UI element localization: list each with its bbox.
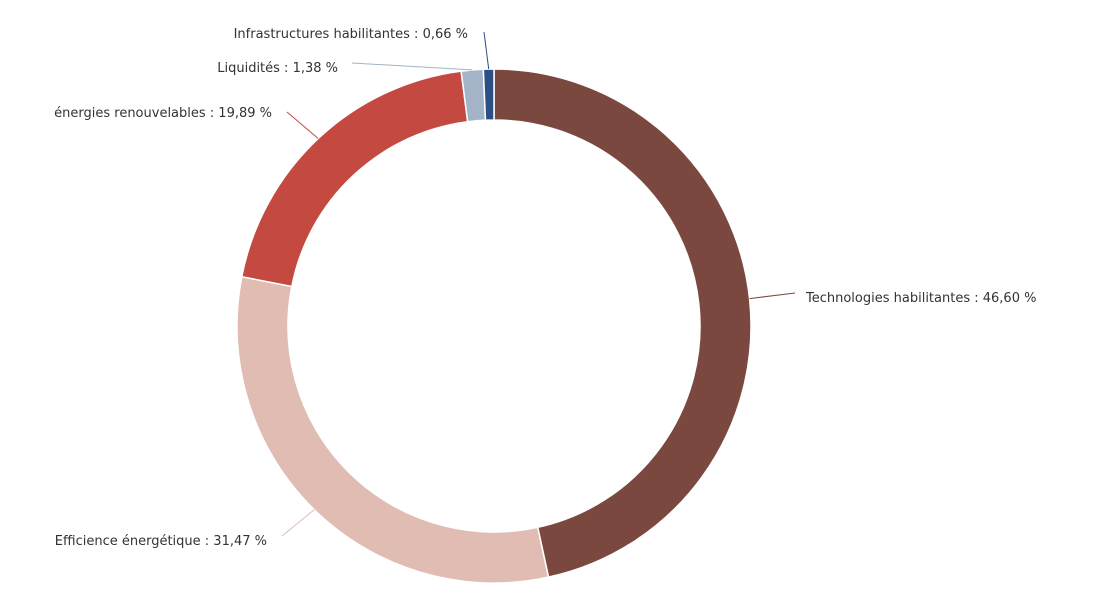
label-efficience-energetique: Efficience énergétique : 31,47 %: [55, 534, 267, 549]
connector-technologies-habilitantes: [749, 292, 796, 300]
connector-liquidites: [351, 62, 473, 71]
slice-efficience-energetique: [236, 275, 550, 584]
label-infrastructures-habilitantes: Infrastructures habilitantes : 0,66 %: [234, 27, 468, 42]
label-technologies-habilitantes: Technologies habilitantes : 46,60 %: [805, 291, 1036, 306]
connector-infrastructures-habilitantes: [483, 31, 490, 70]
donut-slices: [236, 68, 752, 584]
slice-infrastructures-habilitantes: [482, 68, 495, 121]
label-connectors: [281, 31, 796, 537]
connector-efficience-energetique: [281, 509, 315, 537]
slice-technologies-habilitantes: [493, 68, 752, 579]
label-liquidites: Liquidités : 1,38 %: [217, 61, 338, 76]
slice-energies-renouvelables: [240, 70, 469, 288]
connector-energies-renouvelables: [286, 111, 319, 139]
slice-labels: Technologies habilitantes : 46,60 % Effic…: [54, 27, 1036, 549]
label-energies-renouvelables: énergies renouvelables : 19,89 %: [54, 106, 272, 121]
